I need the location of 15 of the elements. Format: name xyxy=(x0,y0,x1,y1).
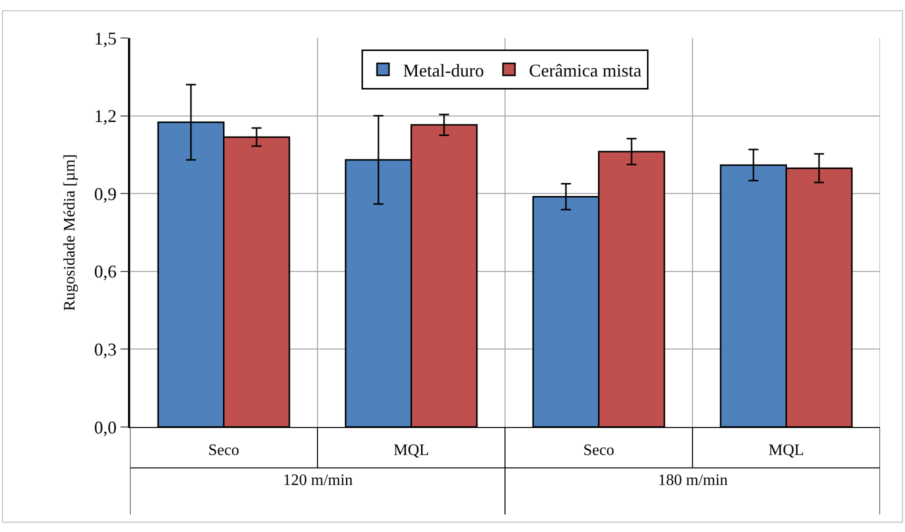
y-tick-label: 1,5 xyxy=(94,28,117,48)
y-tick-label: 1,2 xyxy=(94,106,117,126)
x-tick-label: Seco xyxy=(208,442,240,460)
legend-label: Metal-duro xyxy=(403,60,484,80)
y-axis-title: Rugosidade Média [µm] xyxy=(62,154,79,311)
y-tick-label: 0,6 xyxy=(94,262,117,282)
y-tick-label: 0,9 xyxy=(94,184,117,204)
y-tick-label: 0,3 xyxy=(94,340,117,360)
x-tick-label: Seco xyxy=(583,442,614,460)
text: 120 m/min xyxy=(283,472,353,489)
y-tick-label: 0,0 xyxy=(94,417,117,438)
x-tick-label: MQL xyxy=(768,442,804,460)
x-tick-label: MQL xyxy=(393,442,430,460)
text: 180 m/min xyxy=(658,472,728,489)
legend-label: Cerâmica mista xyxy=(528,60,642,80)
